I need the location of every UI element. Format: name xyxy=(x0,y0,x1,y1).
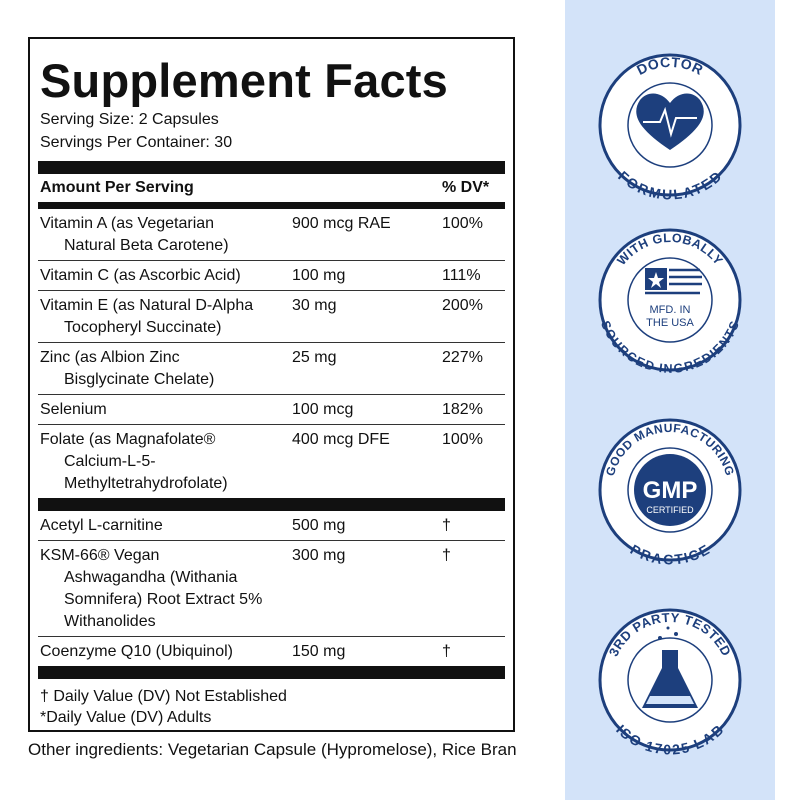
nutrient-name: Selenium xyxy=(38,399,292,421)
header-amount: Amount Per Serving xyxy=(40,179,194,196)
nutrient-name: Vitamin A (as Vegetarian Natural Beta Car… xyxy=(38,213,292,257)
flask-icon xyxy=(642,650,698,708)
name-line: Acetyl L-carnitine xyxy=(40,517,163,534)
name-line: KSM-66® Vegan xyxy=(40,547,160,564)
name-line: Natural Beta Carotene) xyxy=(64,237,229,254)
nutrient-dv: 200% xyxy=(442,297,483,314)
name-line: Folate (as Magnafolate® xyxy=(40,431,216,448)
nutrient-row: Vitamin E (as Natural D-Alpha Tocopheryl … xyxy=(38,291,505,343)
nutrient-dv: † xyxy=(442,643,451,660)
badge-center-text: GMP xyxy=(643,477,698,504)
nutrient-amount: 30 mg xyxy=(292,297,337,314)
flag-icon xyxy=(645,268,702,295)
nutrient-name: Acetyl L-carnitine xyxy=(38,515,292,537)
nutrient-dv: 111% xyxy=(442,267,481,284)
name-line: Vitamin A (as Vegetarian xyxy=(40,215,215,232)
name-line: Tocopheryl Succinate) xyxy=(64,319,222,336)
nutrient-dv: † xyxy=(442,547,451,564)
nutrient-name: Zinc (as Albion Zinc Bisglycinate Chelate… xyxy=(38,347,292,391)
divider-bar xyxy=(38,666,505,679)
name-line: Withanolides xyxy=(64,613,156,630)
name-line: Bisglycinate Chelate) xyxy=(64,371,215,388)
nutrient-name: Folate (as Magnafolate® Calcium-L-5- Methy… xyxy=(38,429,292,495)
divider-bar xyxy=(38,498,505,511)
nutrient-dv: † xyxy=(442,517,451,534)
nutrient-amount: 500 mg xyxy=(292,517,346,534)
name-line: Somnifera) Root Extract 5% xyxy=(64,591,263,608)
name-line: Zinc (as Albion Zinc xyxy=(40,349,180,366)
nutrient-dv: 100% xyxy=(442,431,483,448)
nutrient-name: KSM-66® Vegan Ashwagandha (Withania Somnif… xyxy=(38,545,292,633)
nutrient-amount: 300 mg xyxy=(292,547,346,564)
flag-star xyxy=(648,272,664,288)
header-dv: % DV* xyxy=(442,179,490,196)
name-line: Coenzyme Q10 (Ubiquinol) xyxy=(40,643,233,660)
footnotes: † Daily Value (DV) Not Established *Daily… xyxy=(38,685,505,727)
bubble xyxy=(674,632,678,636)
nutrient-dv: 100% xyxy=(442,215,483,232)
footnote: † Daily Value (DV) Not Established xyxy=(40,688,287,705)
bubble xyxy=(666,626,670,630)
supplement-facts-panel: Supplement Facts Serving Size: 2 Capsule… xyxy=(28,37,515,732)
badge-inner-ring xyxy=(627,82,713,168)
badge-inner-ring xyxy=(627,637,713,723)
name-line: Ashwagandha (Withania xyxy=(64,569,238,586)
badge-inner-ring xyxy=(627,447,713,533)
nutrient-dv: 227% xyxy=(442,349,483,366)
nutrient-row: Vitamin C (as Ascorbic Acid) 100 mg 111% xyxy=(38,261,505,291)
nutrient-row: Folate (as Magnafolate® Calcium-L-5- Methy… xyxy=(38,425,505,498)
nutrient-name: Vitamin E (as Natural D-Alpha Tocopheryl … xyxy=(38,295,292,339)
nutrient-dv: 182% xyxy=(442,401,483,418)
nutrient-name: Coenzyme Q10 (Ubiquinol) xyxy=(38,641,292,663)
nutrient-amount: 100 mcg xyxy=(292,401,354,418)
other-ingredients: Other ingredients: Vegetarian Capsule (H… xyxy=(28,740,517,759)
bubble xyxy=(658,636,662,640)
gmp-seal xyxy=(634,454,706,526)
nutrient-sections: Vitamin A (as Vegetarian Natural Beta Car… xyxy=(38,209,505,666)
name-line: Methyltetrahydrofolate) xyxy=(64,475,228,492)
name-line: Vitamin C (as Ascorbic Acid) xyxy=(40,267,241,284)
badge-center-text: THE USA xyxy=(646,317,694,329)
badge-strip: DOCTOR FORMULATED WITH GLOBALLY SOURCED … xyxy=(565,0,775,800)
nutrient-row: Coenzyme Q10 (Ubiquinol) 150 mg † xyxy=(38,637,505,666)
nutrient-amount: 25 mg xyxy=(292,349,337,366)
badge-inner-ring xyxy=(627,257,713,343)
badge-center-text: MFD. IN xyxy=(650,304,691,316)
servings-per-container: Servings Per Container: 30 xyxy=(40,134,233,151)
nutrient-row: Acetyl L-carnitine 500 mg † xyxy=(38,511,505,541)
nutrient-amount: 100 mg xyxy=(292,267,346,284)
nutrient-amount: 150 mg xyxy=(292,643,346,660)
panel-content: Supplement Facts Serving Size: 2 Capsule… xyxy=(38,39,505,727)
heart-icon xyxy=(636,93,704,150)
name-line: Vitamin E (as Natural D-Alpha xyxy=(40,297,254,314)
nutrient-amount: 900 mcg RAE xyxy=(292,215,391,232)
name-line: Calcium-L-5- xyxy=(64,453,156,470)
nutrient-row: Vitamin A (as Vegetarian Natural Beta Car… xyxy=(38,209,505,261)
badge-center-text: CERTIFIED xyxy=(646,505,694,515)
nutrient-name: Vitamin C (as Ascorbic Acid) xyxy=(38,265,292,287)
footnote: *Daily Value (DV) Adults xyxy=(40,709,212,726)
nutrient-row: KSM-66® Vegan Ashwagandha (Withania Somnif… xyxy=(38,541,505,637)
nutrient-row: Selenium 100 mcg 182% xyxy=(38,395,505,425)
title: Supplement Facts xyxy=(40,54,449,107)
badge-ring xyxy=(598,228,742,372)
ecg-line xyxy=(643,106,697,138)
flask-liquid xyxy=(646,696,694,704)
nutrient-row: Zinc (as Albion Zinc Bisglycinate Chelate… xyxy=(38,343,505,395)
name-line: Selenium xyxy=(40,401,107,418)
nutrient-amount: 400 mcg DFE xyxy=(292,431,390,448)
table-header: Amount Per Serving % DV* xyxy=(38,174,505,202)
divider-bar xyxy=(38,161,505,174)
divider-bar xyxy=(38,202,505,209)
serving-size: Serving Size: 2 Capsules xyxy=(40,111,219,128)
